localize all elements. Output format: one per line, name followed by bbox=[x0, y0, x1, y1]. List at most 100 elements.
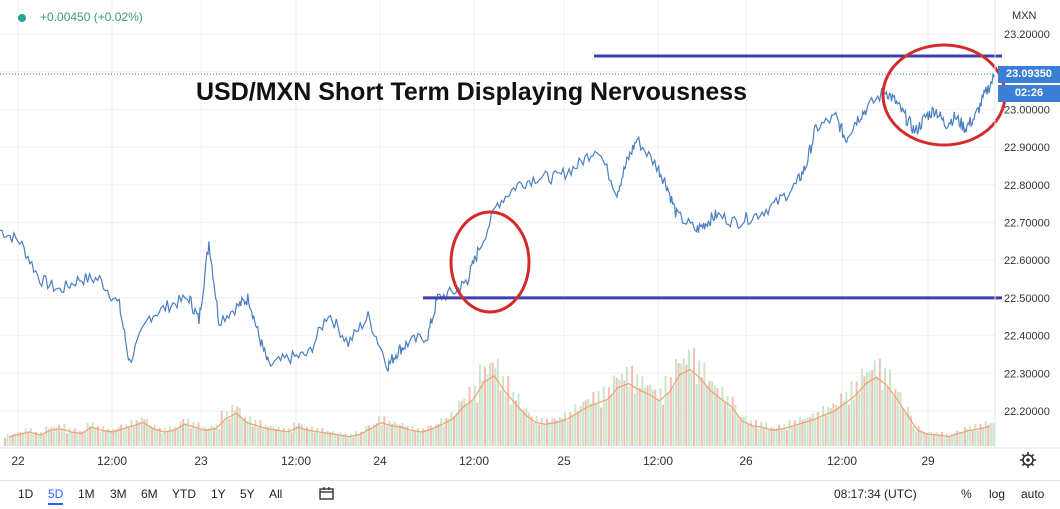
volume-bar bbox=[677, 363, 680, 446]
volume-bar bbox=[514, 400, 517, 446]
volume-bar bbox=[770, 427, 773, 446]
timeframe-all[interactable]: All bbox=[269, 487, 283, 501]
timeframe-1y[interactable]: 1Y bbox=[211, 487, 226, 501]
volume-bar bbox=[362, 432, 365, 446]
volume-bar bbox=[352, 437, 355, 446]
volume-bar bbox=[166, 431, 169, 446]
volume-bar bbox=[976, 430, 979, 446]
volume-bar bbox=[16, 431, 19, 446]
volume-bar bbox=[729, 408, 732, 446]
volume-bar bbox=[143, 419, 146, 446]
volume-bar bbox=[858, 393, 861, 446]
annotation-title: USD/MXN Short Term Displaying Nervousnes… bbox=[196, 78, 748, 106]
volume-bar bbox=[4, 437, 6, 446]
volume-bar bbox=[680, 363, 683, 446]
timeframe-5y[interactable]: 5Y bbox=[240, 487, 255, 501]
volume-bar bbox=[842, 400, 845, 446]
volume-bar bbox=[685, 364, 688, 446]
timeframe-5d[interactable]: 5D bbox=[48, 487, 64, 505]
volume-bar bbox=[829, 407, 832, 446]
volume-bar bbox=[40, 432, 43, 446]
volume-bar bbox=[303, 428, 306, 446]
auto-scale-button[interactable]: auto bbox=[1021, 487, 1045, 501]
volume-bar bbox=[597, 391, 600, 446]
volume-bar bbox=[935, 432, 938, 446]
volume-bar bbox=[760, 422, 763, 446]
volume-bar bbox=[207, 427, 210, 446]
volume-bar bbox=[705, 385, 708, 446]
timeframe-ytd[interactable]: YTD bbox=[172, 487, 196, 501]
volume-bar bbox=[847, 404, 850, 446]
volume-bar bbox=[6, 434, 9, 446]
volume-bar bbox=[295, 425, 298, 446]
volume-bar bbox=[951, 434, 954, 446]
date-range-icon[interactable] bbox=[318, 487, 336, 501]
volume-bar bbox=[473, 386, 476, 446]
volume-bar bbox=[440, 418, 443, 446]
volume-bar bbox=[865, 372, 868, 446]
volume-bar bbox=[388, 420, 391, 446]
percent-scale-button[interactable]: % bbox=[961, 487, 972, 501]
volume-bar bbox=[354, 431, 357, 446]
volume-bar bbox=[527, 412, 530, 446]
timeframe-6m[interactable]: 6M bbox=[141, 487, 158, 501]
volume-bar bbox=[249, 416, 252, 446]
volume-bar bbox=[262, 428, 265, 446]
volume-bar bbox=[460, 401, 463, 446]
log-scale-button[interactable]: log bbox=[989, 487, 1006, 501]
volume-bar bbox=[161, 433, 164, 446]
volume-bar bbox=[158, 428, 161, 446]
x-tick-label: 12:00 bbox=[97, 454, 127, 468]
volume-bar bbox=[674, 358, 677, 446]
volume-bar bbox=[628, 386, 631, 446]
volume-bar bbox=[700, 377, 703, 446]
volume-bar bbox=[938, 434, 941, 446]
volume-bar bbox=[429, 425, 432, 446]
volume-bar bbox=[246, 421, 249, 446]
volume-bar bbox=[357, 433, 360, 446]
y-tick-label: 22.80000 bbox=[1004, 180, 1050, 192]
volume-bar bbox=[22, 432, 25, 446]
volume-bar bbox=[752, 426, 755, 446]
volume-bar bbox=[863, 376, 866, 446]
price-change: +0.00450 (+0.02%) bbox=[40, 10, 143, 24]
timeframe-3m[interactable]: 3M bbox=[110, 487, 127, 501]
volume-bar bbox=[453, 416, 456, 446]
x-tick-label: 25 bbox=[557, 454, 571, 468]
volume-bar bbox=[762, 427, 765, 446]
volume-bar bbox=[424, 430, 427, 446]
timeframe-1m[interactable]: 1M bbox=[78, 487, 95, 501]
volume-bar bbox=[969, 426, 972, 446]
volume-bar bbox=[318, 433, 321, 446]
price-chart[interactable]: 23.2000023.1000023.0000022.9000022.80000… bbox=[0, 0, 1060, 480]
volume-bar bbox=[9, 436, 12, 446]
y-tick-label: 22.50000 bbox=[1004, 293, 1050, 305]
x-tick-label: 23 bbox=[194, 454, 208, 468]
volume-bar bbox=[804, 418, 807, 446]
volume-bar bbox=[244, 417, 246, 446]
volume-bar bbox=[633, 393, 636, 446]
volume-moving-average bbox=[9, 368, 990, 438]
volume-bar bbox=[336, 433, 339, 446]
volume-bar bbox=[517, 393, 520, 446]
volume-bars bbox=[4, 348, 995, 446]
volume-bar bbox=[956, 430, 959, 446]
volume-bar bbox=[716, 387, 719, 446]
settings-gear-icon[interactable] bbox=[1020, 452, 1036, 468]
y-tick-label: 22.40000 bbox=[1004, 331, 1050, 343]
volume-bar bbox=[63, 424, 66, 446]
volume-bar bbox=[50, 427, 53, 446]
volume-bar bbox=[447, 419, 450, 446]
volume-bar bbox=[285, 433, 288, 446]
volume-bar bbox=[197, 422, 200, 446]
volume-bar bbox=[135, 420, 138, 446]
volume-bar bbox=[138, 421, 141, 446]
volume-bar bbox=[347, 437, 350, 446]
volume-bar bbox=[458, 400, 461, 446]
volume-bar bbox=[533, 423, 536, 446]
volume-bar bbox=[148, 425, 151, 446]
volume-bar bbox=[602, 386, 605, 446]
volume-bar bbox=[125, 424, 128, 446]
volume-bar bbox=[55, 427, 58, 446]
timeframe-1d[interactable]: 1D bbox=[18, 487, 34, 501]
